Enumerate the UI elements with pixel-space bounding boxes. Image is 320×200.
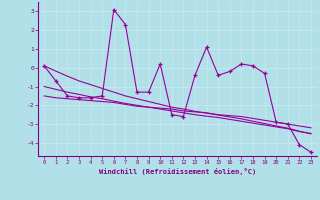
X-axis label: Windchill (Refroidissement éolien,°C): Windchill (Refroidissement éolien,°C) [99, 168, 256, 175]
